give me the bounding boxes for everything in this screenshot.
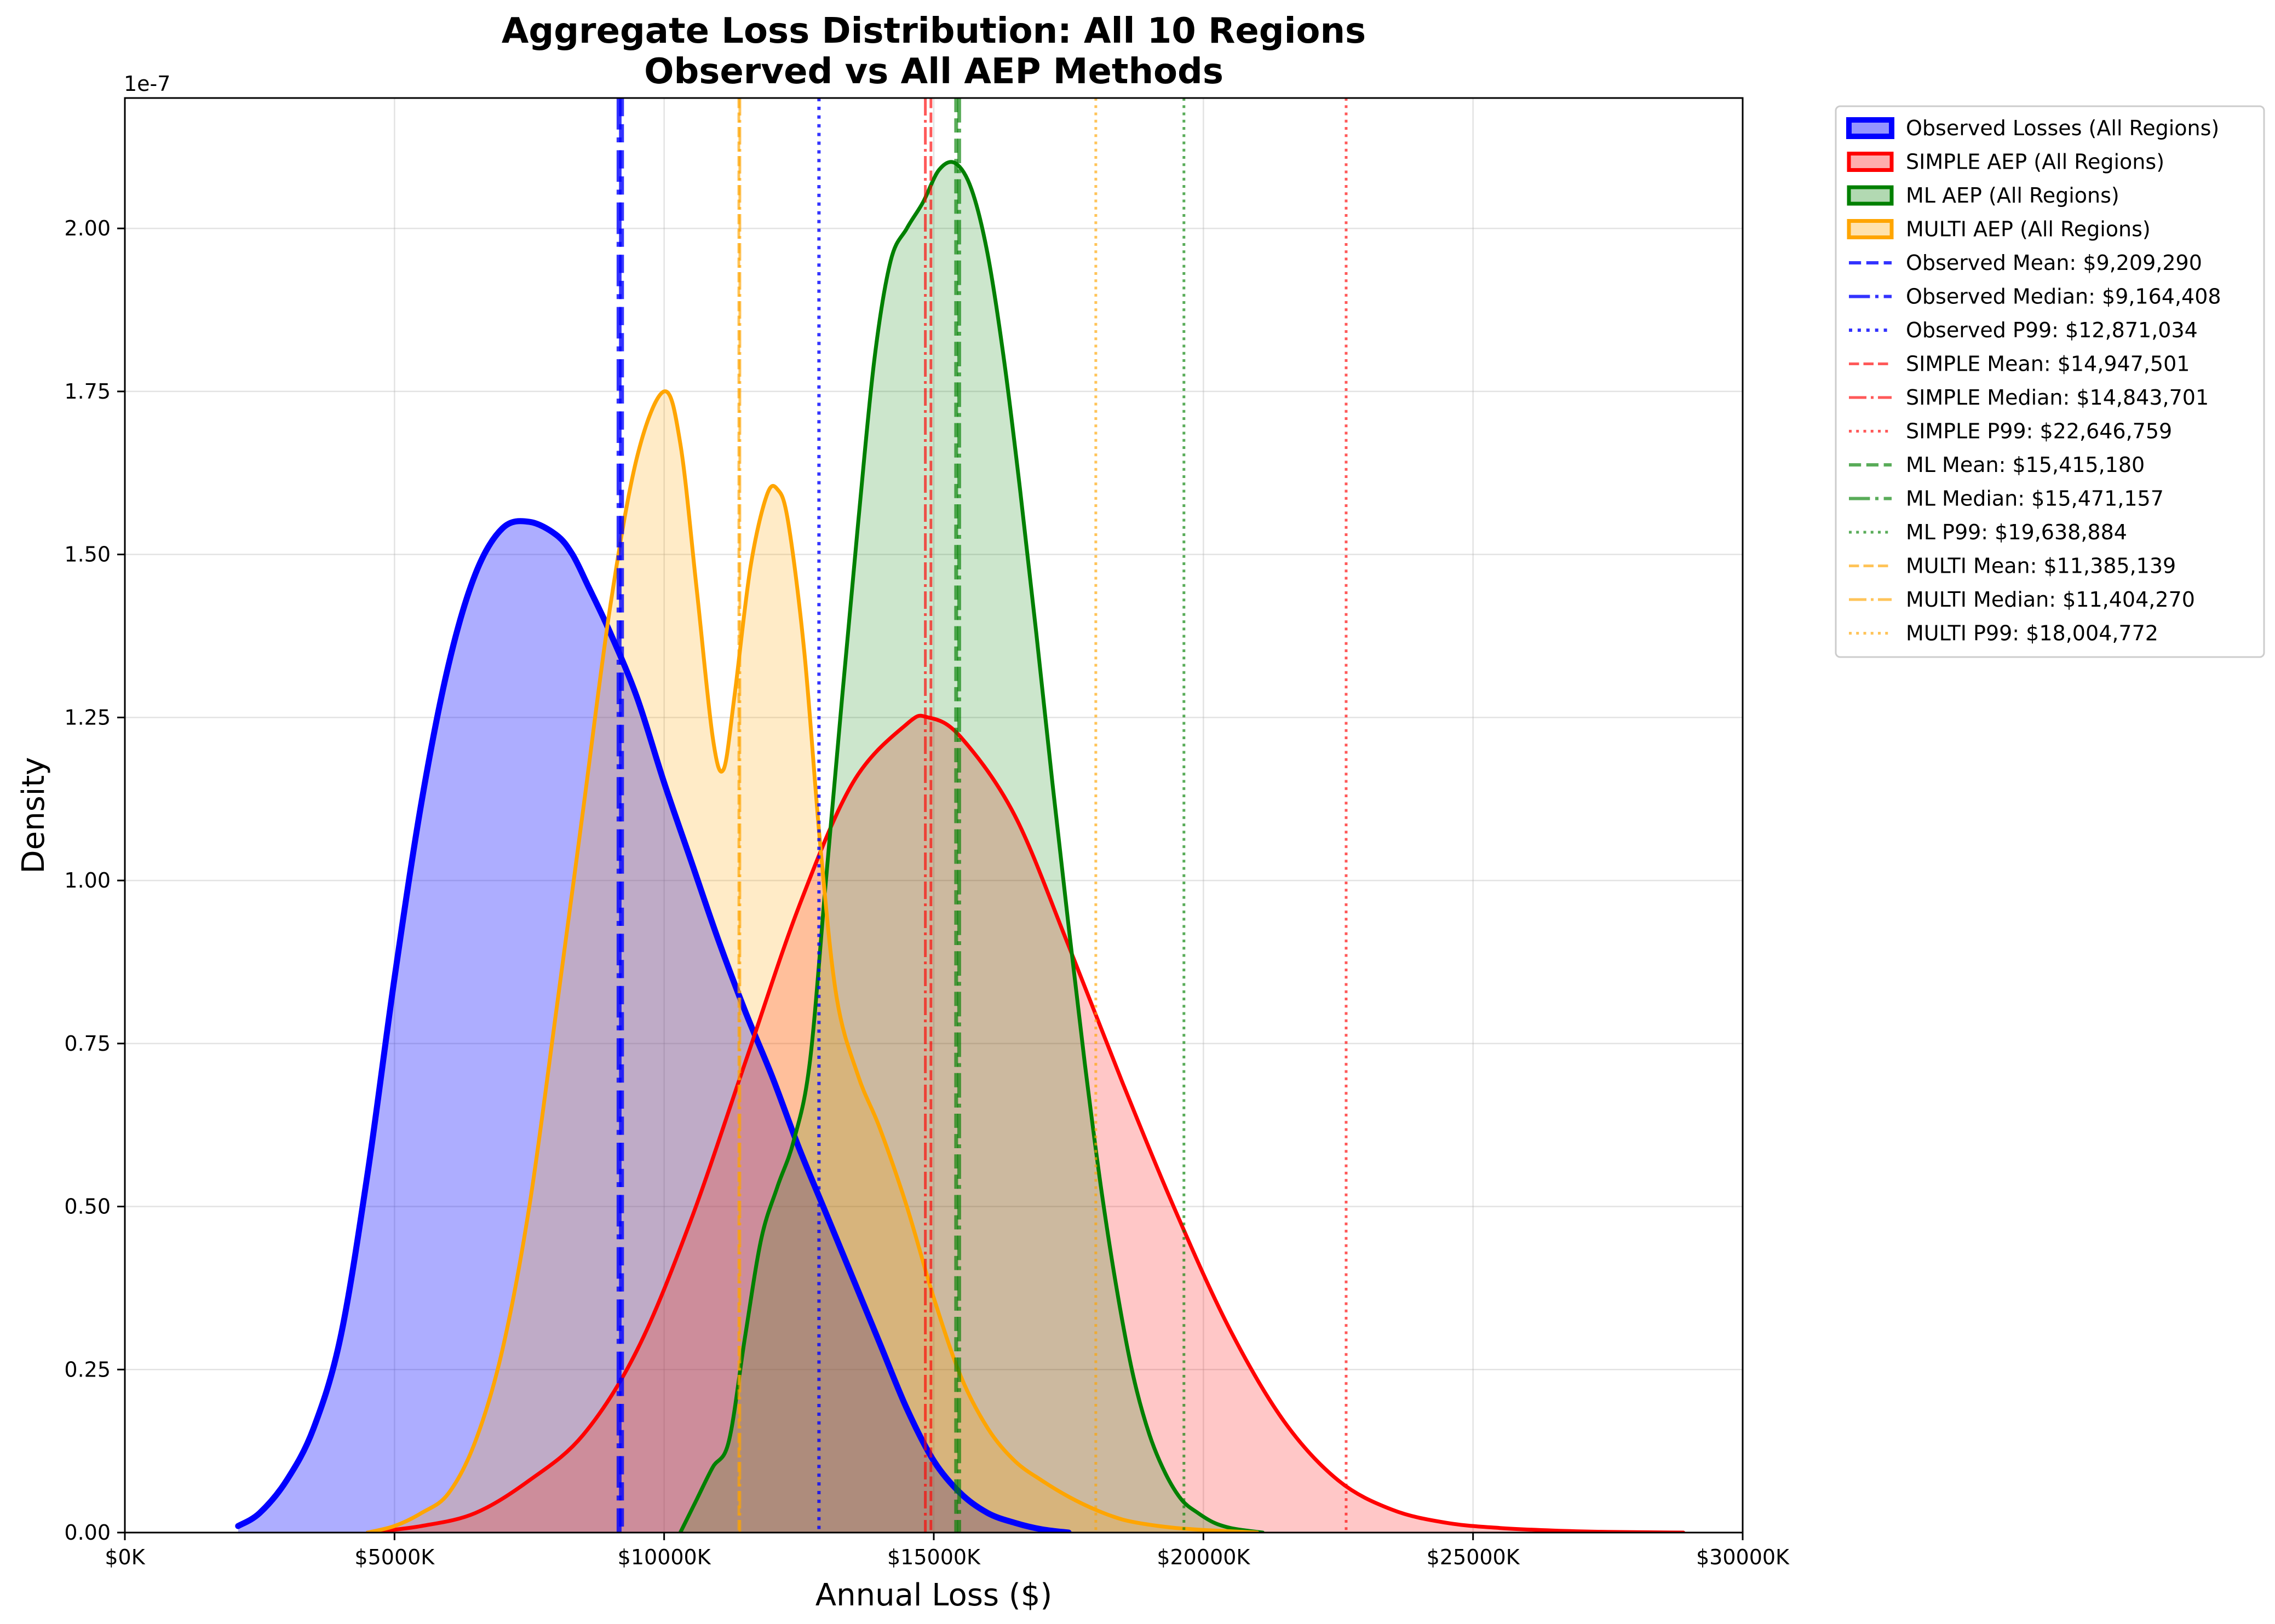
- legend-label-refline-1: Observed Median: $9,164,408: [1906, 285, 2221, 309]
- density-curves: [235, 160, 1686, 1533]
- legend-swatch-0: [1846, 117, 1894, 139]
- x-tick-label: $10000K: [618, 1545, 711, 1569]
- legend-label-refline-2: Observed P99: $12,871,034: [1906, 318, 2198, 342]
- legend-frame: [1835, 105, 2265, 658]
- legend-label-series-3: MULTI AEP (All Regions): [1906, 217, 2151, 241]
- y-axis-ticks: 0.00 0.25 0.50 0.75 1.00 1.25 1.50 1.75 2.00: [64, 216, 125, 1545]
- series-fill-3: [367, 391, 1257, 1533]
- y-offset-label: 1e-7: [124, 72, 170, 96]
- series-line-0: [235, 518, 1072, 1533]
- series-fill-1: [367, 716, 1684, 1533]
- legend-label-series-1: SIMPLE AEP (All Regions): [1906, 150, 2164, 174]
- x-tick-label: $30000K: [1696, 1545, 1790, 1569]
- x-tick-label: $20000K: [1157, 1545, 1250, 1569]
- legend-swatch-2: [1847, 185, 1894, 206]
- x-axis-label: Annual Loss ($): [815, 1577, 1052, 1613]
- legend-label-refline-9: MULTI Mean: $11,385,139: [1906, 554, 2176, 578]
- y-tick-label: 1.25: [64, 705, 111, 729]
- x-tick-label: $25000K: [1427, 1545, 1520, 1569]
- y-tick-label: 0.75: [64, 1032, 111, 1056]
- legend-label-refline-6: ML Mean: $15,415,180: [1906, 453, 2145, 477]
- series-fills: [238, 162, 1684, 1533]
- legend-label-refline-5: SIMPLE P99: $22,646,759: [1906, 419, 2172, 444]
- series-fill-2: [680, 162, 1263, 1533]
- y-tick-label: 1.00: [64, 868, 111, 892]
- chart-title-line1: Aggregate Loss Distribution: All 10 Regi…: [502, 11, 1366, 51]
- series-line-1: [365, 713, 1686, 1533]
- legend-label-refline-3: SIMPLE Mean: $14,947,501: [1906, 352, 2190, 376]
- x-tick-label: $0K: [105, 1545, 145, 1569]
- series-fill-0: [238, 521, 1069, 1533]
- x-axis-ticks: $0K $5000K $10000K $15000K $20000K $25000K $30…: [105, 1533, 1790, 1569]
- legend-swatch-1: [1847, 152, 1894, 172]
- legend-label-series-0: Observed Losses (All Regions): [1906, 116, 2219, 140]
- y-tick-label: 1.75: [64, 379, 111, 404]
- x-tick-label: $5000K: [354, 1545, 435, 1569]
- legend-label-refline-11: MULTI P99: $18,004,772: [1906, 621, 2158, 646]
- series-lines: [235, 160, 1686, 1533]
- legend-label-refline-4: SIMPLE Median: $14,843,701: [1906, 385, 2209, 410]
- series-line-3: [365, 389, 1260, 1533]
- reference-lines: [616, 98, 1348, 1533]
- x-tick-label: $15000K: [887, 1545, 981, 1569]
- legend-label-refline-7: ML Median: $15,471,157: [1906, 487, 2164, 511]
- y-tick-label: 0.00: [64, 1521, 111, 1545]
- legend-label-refline-8: ML P99: $19,638,884: [1906, 520, 2127, 544]
- y-axis-label: Density: [16, 757, 51, 874]
- legend-label-series-2: ML AEP (All Regions): [1906, 183, 2119, 208]
- legend-label-refline-0: Observed Mean: $9,209,290: [1906, 251, 2202, 275]
- y-tick-label: 2.00: [64, 216, 111, 240]
- y-tick-label: 0.50: [64, 1195, 111, 1219]
- legend-swatch-3: [1847, 219, 1894, 239]
- y-tick-label: 1.50: [64, 543, 111, 567]
- y-tick-label: 0.25: [64, 1357, 111, 1381]
- series-line-2: [678, 160, 1265, 1533]
- chart-title-line2: Observed vs All AEP Methods: [644, 51, 1223, 92]
- legend: Observed Losses (All Regions) SIMPLE AEP …: [1835, 105, 2265, 658]
- legend-label-refline-10: MULTI Median: $11,404,270: [1906, 588, 2195, 612]
